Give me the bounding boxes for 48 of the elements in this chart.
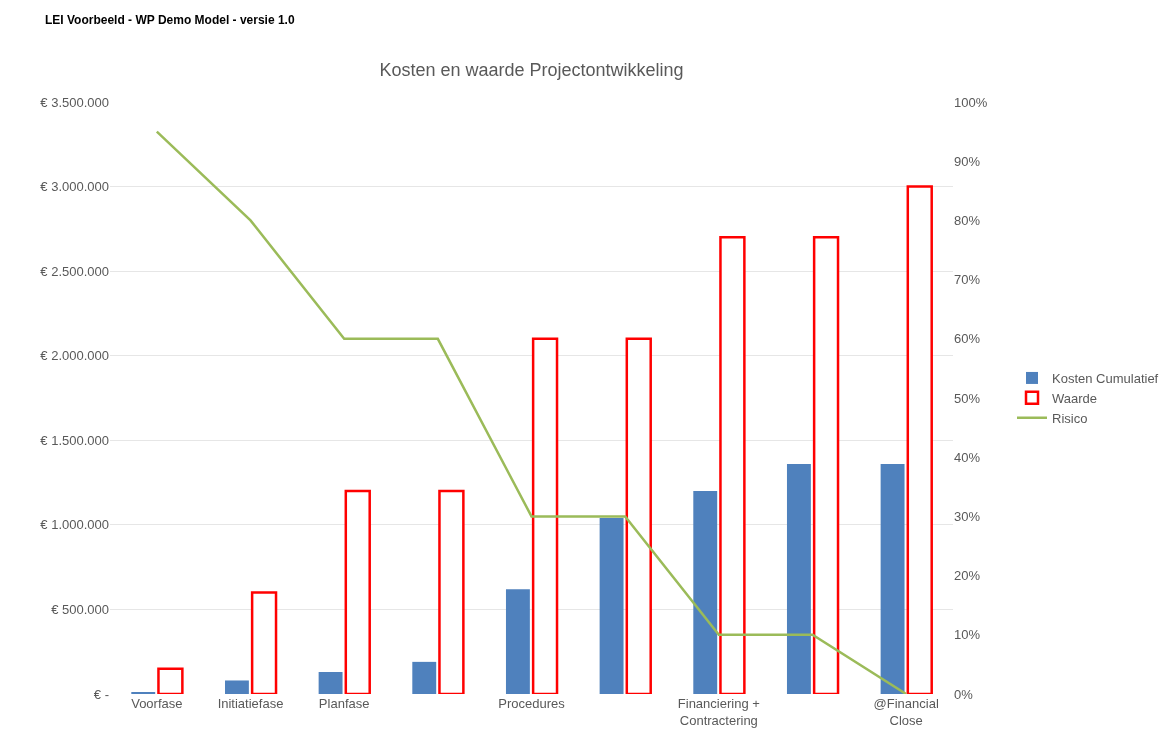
y2-tick-label: 70%	[954, 272, 981, 288]
y-tick-label: € 3.000.000	[40, 179, 109, 195]
y-tick-label: € 3.500.000	[40, 94, 109, 110]
bar	[880, 463, 905, 694]
y2-tick-label: 0%	[954, 686, 974, 702]
y2-tick-label: 100%	[954, 94, 988, 110]
chart-title: Kosten en waarde Projectontwikkeling	[379, 60, 684, 81]
bar	[693, 491, 718, 694]
x-tick-label: Financiering + Contractering	[677, 696, 760, 728]
y-tick-label: € -	[93, 686, 109, 702]
bar	[812, 236, 840, 694]
legend-label: Kosten Cumulatief	[1052, 371, 1159, 387]
y2-tick-label: 90%	[954, 153, 981, 169]
legend-label: Risico	[1052, 410, 1088, 426]
bar	[344, 489, 371, 694]
y2-tick-label: 80%	[954, 212, 981, 228]
y2-tick-label: 30%	[954, 508, 981, 524]
y-tick-label: € 1.000.000	[40, 517, 109, 533]
y2-tick-label: 20%	[954, 568, 981, 584]
bar	[318, 672, 343, 694]
x-tick-label: @Financial Close	[873, 696, 939, 728]
bar	[157, 667, 184, 694]
bar	[438, 489, 465, 694]
bar	[599, 518, 624, 694]
y-tick-label: € 2.000.000	[40, 348, 109, 364]
x-tick-label: Procedures	[498, 696, 566, 711]
bar	[625, 337, 652, 694]
y-tick-label: € 500.000	[51, 601, 109, 617]
bar	[719, 236, 746, 694]
bar	[412, 661, 437, 694]
bar	[531, 337, 559, 694]
y2-tick-label: 10%	[954, 627, 981, 643]
x-tick-label: Planfase	[318, 696, 370, 711]
legend-label: Waarde	[1052, 390, 1098, 406]
line-series	[155, 130, 908, 694]
bar	[224, 680, 249, 694]
y-tick-label: € 1.500.000	[40, 432, 109, 448]
bar	[786, 463, 811, 694]
bar	[250, 591, 278, 694]
x-tick-label: Initiatiefase	[217, 696, 284, 711]
y2-tick-label: 50%	[954, 390, 981, 406]
y2-tick-label: 40%	[954, 449, 981, 465]
bar	[505, 589, 530, 694]
x-tick-label: Voorfase	[131, 696, 183, 711]
text: LEI Voorbeeld - WP Demo Model - versie 1.0	[45, 13, 295, 27]
bar	[906, 185, 933, 694]
y-tick-label: € 2.500.000	[40, 263, 109, 279]
y2-tick-label: 60%	[954, 331, 981, 347]
